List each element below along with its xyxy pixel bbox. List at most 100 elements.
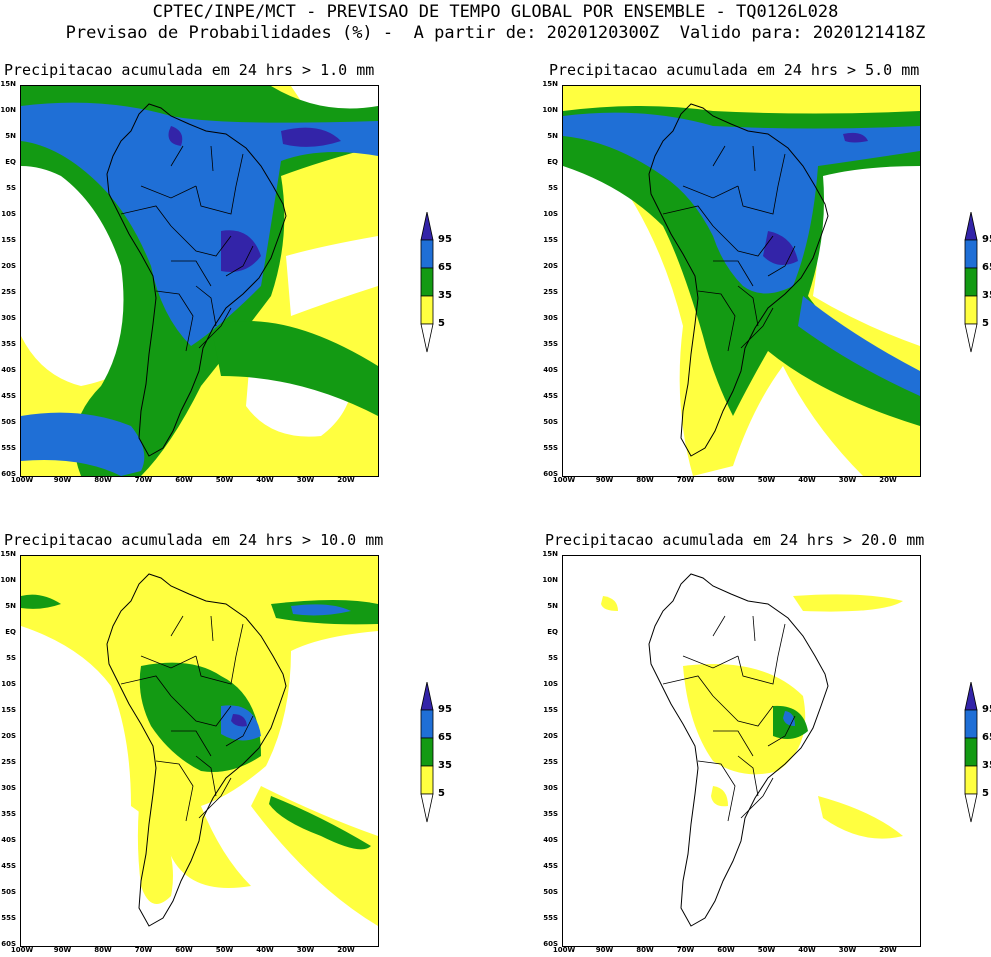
latitude-label: 55S: [543, 444, 558, 452]
colorbar-segment: [964, 793, 978, 823]
longitude-label: 80W: [636, 476, 654, 484]
latitude-label: 45S: [1, 392, 16, 400]
probability-field: [563, 86, 920, 476]
latitude-label: 35S: [1, 810, 16, 818]
colorbar: [964, 211, 978, 353]
coastline: [106, 103, 287, 457]
probability-area-blue: [21, 412, 145, 476]
latitude-label: 30S: [543, 784, 558, 792]
colorbar-level-label: 65: [438, 262, 452, 273]
colorbar-level-label: 5: [438, 788, 445, 799]
latitude-label: 60S: [543, 940, 558, 948]
probability-area-yellow: [793, 594, 903, 612]
colorbar: [420, 211, 434, 353]
probability-area-blue: [291, 604, 351, 616]
country-border: [120, 675, 172, 697]
legend-colorbar-1: 95 65 35 5: [418, 211, 452, 358]
latitude-label: 20S: [1, 732, 16, 740]
latitude-label: 15S: [1, 236, 16, 244]
latitude-label: 30S: [543, 314, 558, 322]
map-plot-area: [562, 85, 921, 477]
latitude-label: 5S: [6, 654, 16, 662]
probability-area-yellow: [601, 596, 618, 611]
latitude-label: 15N: [542, 550, 558, 558]
colorbar-level-label: 5: [982, 318, 989, 329]
colorbar-level-label: 35: [438, 760, 452, 771]
latitude-label: 25S: [543, 758, 558, 766]
country-border: [155, 290, 194, 352]
colorbar-segment: [420, 681, 434, 711]
country-border: [737, 655, 779, 685]
longitude-label: 60W: [175, 476, 193, 484]
latitude-label: 10S: [543, 680, 558, 688]
country-border: [777, 623, 786, 657]
probability-area-green: [139, 662, 261, 772]
country-border: [170, 695, 232, 727]
longitude-label: 70W: [134, 476, 153, 484]
country-border: [198, 777, 232, 819]
probability-field: [21, 86, 378, 476]
longitude-label: 60W: [175, 946, 193, 954]
latitude-label: 10S: [1, 210, 16, 218]
longitude-label: 70W: [676, 476, 695, 484]
probability-area-yellow: [683, 664, 806, 775]
colorbar-segment: [420, 765, 434, 795]
latitude-label: 60S: [1, 470, 16, 478]
country-border: [662, 675, 714, 697]
map-plot-area: [20, 85, 379, 477]
colorbar: [420, 681, 434, 823]
colorbar-segment: [964, 239, 978, 269]
country-border: [737, 285, 759, 327]
probability-area-yellow: [711, 786, 728, 807]
latitude-label: 40S: [543, 836, 558, 844]
latitude-label: 30S: [1, 784, 16, 792]
colorbar-level-label: 65: [982, 732, 991, 743]
country-border: [225, 245, 254, 277]
latitude-label: 30S: [1, 314, 16, 322]
probability-area-blue: [798, 296, 920, 396]
longitude-label: 50W: [215, 946, 234, 954]
probability-area-purple: [763, 231, 798, 265]
longitude-label: 30W: [838, 946, 857, 954]
country-border: [195, 185, 237, 215]
longitude-label: 90W: [595, 476, 614, 484]
panel-4-title: Precipitacao acumulada em 24 hrs > 20.0 …: [545, 531, 925, 549]
colorbar-level-label: 95: [982, 704, 991, 715]
colorbar-segment: [964, 765, 978, 795]
probability-area-blue: [563, 112, 920, 294]
latitude-label: 25S: [1, 288, 16, 296]
latitude-label: EQ: [5, 628, 16, 636]
latitude-label: 5N: [5, 132, 16, 140]
probability-area-ocean: [286, 236, 378, 316]
latitude-label: 20S: [543, 262, 558, 270]
probability-area-green: [211, 321, 378, 416]
latitude-label: 10S: [543, 210, 558, 218]
colorbar-level-label: 35: [438, 290, 452, 301]
probability-area-green: [21, 594, 61, 609]
colorbar-segment: [420, 267, 434, 297]
latitude-label: 15S: [543, 706, 558, 714]
latitude-label: 5S: [6, 184, 16, 192]
country-border: [210, 615, 214, 642]
country-border: [777, 153, 786, 187]
longitude-label: 80W: [94, 476, 112, 484]
legend-colorbar-3: 95 65 35 5: [418, 681, 452, 828]
country-border: [737, 755, 759, 797]
country-border: [171, 730, 212, 757]
latitude-label: 10N: [0, 106, 16, 114]
colorbar-segment: [964, 211, 978, 241]
map-plot-area: [562, 555, 921, 947]
probability-field: [563, 556, 920, 946]
country-border: [767, 245, 796, 277]
country-border: [682, 185, 739, 199]
country-border: [171, 260, 212, 287]
latitude-label: 25S: [543, 288, 558, 296]
coastline: [106, 573, 287, 927]
longitude-label: 30W: [296, 946, 315, 954]
coastline: [648, 103, 829, 457]
longitude-label: 50W: [215, 476, 234, 484]
colorbar-segment: [420, 709, 434, 739]
latitude-label: 10N: [542, 576, 558, 584]
latitude-label: 40S: [543, 366, 558, 374]
colorbar-level-label: 95: [438, 234, 452, 245]
